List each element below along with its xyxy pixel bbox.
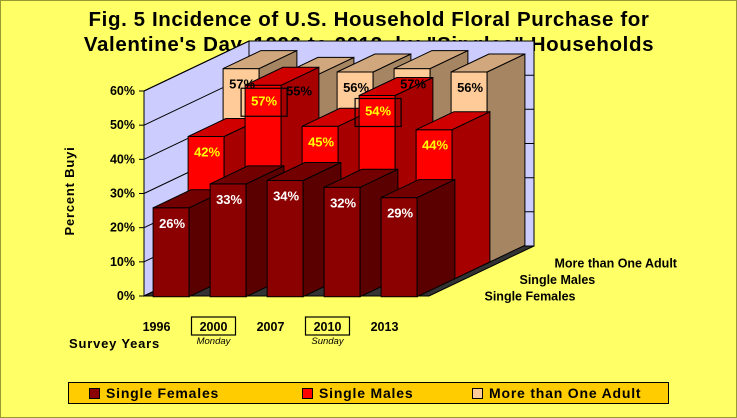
bar-single-females-2013-side xyxy=(416,178,456,298)
category-box-2000 xyxy=(190,316,237,336)
legend-swatch-more-than-one-adult xyxy=(472,387,483,399)
data-labels: 57% 55% 56% 57% 56% 42% 57% 45% 54% 44% 26% 33% 34% 3… xyxy=(159,77,483,231)
data-label-more-than-one-adult-2013: 56% xyxy=(457,80,483,95)
legend-item-single-females: Single Females xyxy=(89,385,219,401)
y-axis-title: Percent Buyi xyxy=(62,146,77,235)
data-label-single-males-2010: 54% xyxy=(365,104,391,119)
x-tick-label-2013: 2013 xyxy=(371,320,399,334)
category-note-sunday: Sunday xyxy=(311,336,344,347)
bar-single-males-2013-side xyxy=(451,110,491,281)
legend-label-single-males: Single Males xyxy=(319,385,414,401)
bar-more-than-one-adult-1996-top xyxy=(222,50,298,70)
depth-label-more-than-one-adult: More than One Adult xyxy=(555,256,678,270)
highlight-box xyxy=(240,87,288,117)
legend-label-single-females: Single Females xyxy=(106,385,220,401)
bar-single-females-2000-top xyxy=(209,165,285,185)
x-axis-title: Survey Years xyxy=(69,336,160,351)
y-tick-label: 0% xyxy=(117,289,135,303)
y-tick-label: 10% xyxy=(110,255,135,269)
data-label-single-females-2000: 33% xyxy=(216,192,242,207)
data-label-single-males-2007: 45% xyxy=(308,134,334,149)
y-tick-label: 30% xyxy=(110,187,135,201)
bar-single-females-2007-top xyxy=(266,162,342,181)
data-label-single-males-2013: 44% xyxy=(422,138,448,153)
bar-more-than-one-adult-2013-side xyxy=(486,53,526,265)
data-label-single-males-1996: 42% xyxy=(194,145,220,160)
legend: Single Females Single Males More than On… xyxy=(68,382,669,404)
legend-swatch-single-males xyxy=(302,387,313,399)
legend-item-more-than-one-adult: More than One Adult xyxy=(472,385,641,401)
data-label-more-than-one-adult-1996: 57% xyxy=(229,77,255,92)
legend-label-more-than-one-adult: More than One Adult xyxy=(489,385,642,401)
data-label-single-females-2007: 34% xyxy=(273,189,299,204)
bar-more-than-one-adult-2007-top xyxy=(336,53,412,73)
legend-item-single-males: Single Males xyxy=(302,385,413,401)
bar-more-than-one-adult-2010-top xyxy=(393,50,469,70)
bar-single-females-2013-top xyxy=(380,179,456,199)
x-tick-label-2007: 2007 xyxy=(257,320,285,334)
data-label-single-females-1996: 26% xyxy=(159,216,185,231)
y-tick-label: 60% xyxy=(110,84,135,98)
highlight-box xyxy=(354,97,402,128)
chart-svg: Fig. 5 Incidence of U.S. Household Flora… xyxy=(62,8,678,351)
x-tick-label-2010: 2010 xyxy=(314,320,342,334)
bar-single-females-2013 xyxy=(380,178,456,298)
y-tick-label: 40% xyxy=(110,152,135,166)
bar-more-than-one-adult-2013-top xyxy=(450,53,526,73)
depth-label-single-males: Single Males xyxy=(520,273,596,287)
data-label-more-than-one-adult-2007: 56% xyxy=(343,80,369,95)
y-tick-label: 50% xyxy=(110,118,135,132)
bar-single-females-2010-top xyxy=(323,168,399,188)
chart-title-line-1: Fig. 5 Incidence of U.S. Household Flora… xyxy=(89,8,650,31)
data-label-more-than-one-adult-2010: 57% xyxy=(400,77,426,92)
category-box-2010 xyxy=(304,316,351,336)
x-tick-label-2000: 2000 xyxy=(200,320,228,334)
bars xyxy=(152,49,526,298)
bar-single-males-2010-top xyxy=(358,77,434,96)
data-label-single-males-2000: 57% xyxy=(251,93,277,108)
bar-single-males-2013-top xyxy=(415,111,491,131)
x-tick-label-1996: 1996 xyxy=(143,320,171,334)
data-label-single-females-2013: 29% xyxy=(387,206,413,221)
data-label-more-than-one-adult-2000: 55% xyxy=(286,83,312,98)
legend-swatch-single-females xyxy=(89,387,100,399)
data-label-single-females-2010: 32% xyxy=(330,195,356,210)
depth-axis: Single Females Single Males More than One … xyxy=(485,256,678,303)
y-tick-label: 20% xyxy=(110,221,135,235)
x-axis: 1996 2000 Monday 2007 2010 Sunday 2013 xyxy=(143,316,399,347)
y-axis-ticks: 0% 10% 20% 30% 40% 50% 60% xyxy=(110,84,144,303)
gridline xyxy=(143,40,534,92)
bar-single-males-2000-top xyxy=(244,66,320,86)
depth-label-single-females: Single Females xyxy=(485,290,576,304)
category-note-monday: Monday xyxy=(197,336,232,347)
